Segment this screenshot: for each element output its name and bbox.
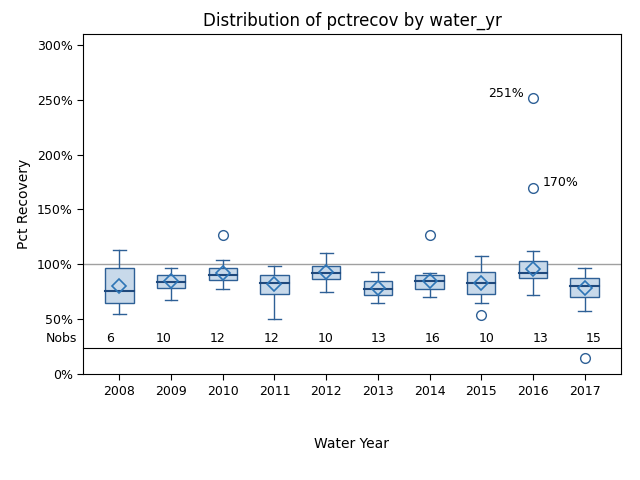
Text: 251%: 251%	[488, 87, 524, 100]
Text: 12: 12	[264, 332, 279, 345]
Text: 6: 6	[106, 332, 114, 345]
Text: 12: 12	[210, 332, 225, 345]
Bar	[157, 276, 186, 288]
Bar	[260, 276, 289, 294]
Text: 10: 10	[156, 332, 172, 345]
Y-axis label: Pct Recovery: Pct Recovery	[17, 159, 31, 249]
Text: 10: 10	[479, 332, 494, 345]
Text: Nobs: Nobs	[45, 332, 77, 345]
Text: 13: 13	[532, 332, 548, 345]
Bar	[415, 276, 444, 288]
Text: 170%: 170%	[543, 176, 579, 189]
Text: 10: 10	[317, 332, 333, 345]
Bar	[518, 261, 547, 277]
X-axis label: Water Year: Water Year	[314, 437, 390, 451]
Text: 15: 15	[586, 332, 602, 345]
Bar	[364, 281, 392, 295]
Title: Distribution of pctrecov by water_yr: Distribution of pctrecov by water_yr	[203, 11, 501, 30]
Bar	[312, 265, 340, 279]
Bar	[209, 268, 237, 280]
Text: 13: 13	[371, 332, 387, 345]
Text: 16: 16	[425, 332, 440, 345]
Bar	[467, 272, 495, 294]
Bar	[105, 268, 134, 303]
Bar	[570, 277, 599, 298]
